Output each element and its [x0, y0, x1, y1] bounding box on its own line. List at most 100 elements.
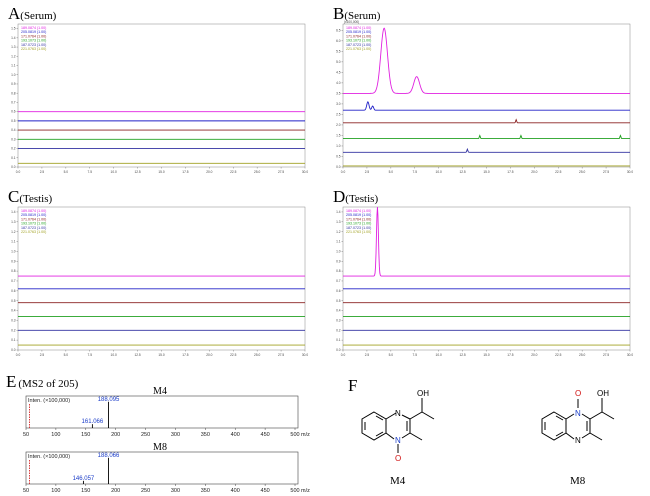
panel-letter-D: D(Testis)	[333, 187, 378, 206]
x-tick-label: 30.0	[627, 353, 633, 357]
y-tick-label: 1.3	[336, 220, 341, 224]
y-tick-label: 1.1	[336, 240, 341, 244]
y-tick-label: 0.5	[336, 299, 341, 303]
ms-peak-label: 161.066	[82, 419, 104, 425]
x-tick-label: 5.0	[64, 353, 69, 357]
x-tick-label: 22.5	[555, 353, 561, 357]
ms-xlabel-M8: m/z	[301, 488, 310, 494]
ms-x-tick-label: 350	[201, 488, 210, 494]
x-tick-label: 10.0	[111, 170, 117, 174]
y-tick-label: 0.6	[11, 110, 16, 114]
ms-intensity-label-M4: Inten. (×100,000)	[28, 398, 70, 404]
panel-letter-E: E (MS2 of 205)	[6, 372, 79, 391]
legend-entry: 189.0874 (1.00)	[346, 26, 371, 30]
x-tick-label: 2.5	[365, 170, 370, 174]
ms-title-M8: M8	[153, 442, 167, 453]
ms-x-tick-label: 200	[111, 488, 120, 494]
x-tick-label: 27.5	[278, 353, 284, 357]
y-tick-label: 1.3	[11, 45, 16, 49]
x-tick-label: 7.5	[88, 353, 93, 357]
y-tick-label: 0.9	[336, 259, 341, 263]
x-tick-label: 27.5	[278, 170, 284, 174]
ms-x-tick-label: 300	[171, 488, 180, 494]
legend-entry: 193.1073 (1.00)	[346, 39, 371, 43]
structure-m8	[541, 398, 615, 441]
y-tick-label: 0.0	[336, 348, 341, 352]
structure-m4	[361, 398, 435, 453]
x-tick-label: 0.0	[341, 170, 346, 174]
legend-entry: 187.0723 (1.00)	[346, 226, 371, 230]
ms-x-tick-label: 100	[51, 432, 60, 438]
y-tick-label: 3.5	[336, 91, 341, 95]
x-tick-label: 17.5	[507, 353, 513, 357]
ms-x-tick-label: 500	[290, 488, 299, 494]
x-tick-label: 20.0	[206, 353, 212, 357]
x-tick-label: 15.0	[158, 170, 164, 174]
x-tick-label: 25.0	[254, 353, 260, 357]
plot-frame-A	[17, 23, 306, 168]
ms-x-tick-label: 450	[261, 432, 270, 438]
legend-entry: 205.0819 (1.00)	[346, 30, 371, 34]
y-tick-label: 0.4	[11, 309, 16, 313]
panel-sub-D: (Testis)	[345, 193, 378, 205]
ms-x-tick-label: 50	[23, 488, 29, 494]
panel-sub-B: (Serum)	[344, 10, 380, 22]
m8-n-bottom: N	[575, 436, 581, 445]
y-tick-label: 1.1	[11, 64, 16, 68]
y-tick-label: 1.2	[11, 54, 16, 58]
x-tick-label: 12.5	[459, 353, 465, 357]
y-tick-label: 0.7	[11, 101, 16, 105]
y-tick-label: 0.3	[11, 319, 16, 323]
ms-x-tick-label: 400	[231, 488, 240, 494]
y-tick-label: 0.9	[11, 259, 16, 263]
y-tick-label: 5.5	[336, 49, 341, 53]
x-tick-label: 0.0	[16, 353, 21, 357]
trace-line	[343, 134, 630, 140]
y-tick-label: 1.5	[336, 134, 341, 138]
y-tick-label: 0.1	[11, 338, 16, 342]
panel-sub-C: (Testis)	[19, 193, 52, 205]
ms-peak-label: 146.057	[73, 476, 95, 482]
m4-n-bottom: N	[395, 436, 401, 445]
x-tick-label: 20.0	[206, 170, 212, 174]
x-tick-label: 7.5	[88, 170, 93, 174]
y-tick-label: 0.2	[11, 147, 16, 151]
x-tick-label: 15.0	[483, 353, 489, 357]
legend-entry: 171.0764 (1.00)	[346, 217, 371, 221]
chromatogram-B: B(Serum)(x100,000)0.0 2.5 5.0 7.5 10.0 12.5 15…	[333, 4, 633, 174]
m4-o-bottom: O	[395, 454, 401, 463]
ms-x-tick-label: 100	[51, 488, 60, 494]
ms-x-tick-label: 250	[141, 432, 150, 438]
x-tick-label: 15.0	[483, 170, 489, 174]
y-tick-label: 0.4	[336, 309, 341, 313]
x-tick-label: 25.0	[579, 353, 585, 357]
y-tick-label: 0.7	[11, 279, 16, 283]
ms-x-tick-label: 150	[81, 432, 90, 438]
legend-entry: 205.0819 (1.00)	[21, 213, 46, 217]
x-tick-label: 17.5	[507, 170, 513, 174]
legend-entry: 193.1073 (1.00)	[21, 39, 46, 43]
x-tick-label: 5.0	[389, 170, 394, 174]
plot-frame-C	[17, 206, 306, 351]
legend-entry: 189.0874 (1.00)	[346, 209, 371, 213]
legend-entry: 221.0763 (1.00)	[346, 230, 371, 234]
x-tick-label: 12.5	[459, 170, 465, 174]
ms-title-M4: M4	[153, 386, 167, 397]
x-tick-label: 15.0	[158, 353, 164, 357]
legend-entry: 187.0723 (1.00)	[346, 43, 371, 47]
chromatogram-A: A(Serum) 0.0 2.5 5.0 7.5 10.0 12.5 15.0 17.5 20.0…	[8, 4, 308, 174]
x-tick-label: 17.5	[182, 353, 188, 357]
x-tick-label: 22.5	[230, 353, 236, 357]
x-tick-label: 7.5	[413, 170, 418, 174]
x-tick-label: 25.0	[579, 170, 585, 174]
ms-x-tick-label: 300	[171, 432, 180, 438]
ms-x-tick-label: 350	[201, 432, 210, 438]
legend-entry: 221.0763 (1.00)	[346, 47, 371, 51]
m8-o-top: O	[575, 389, 581, 398]
legend-entry: 193.1073 (1.00)	[346, 222, 371, 226]
structures-F: F N N O OH M4	[348, 376, 615, 487]
y-tick-label: 4.0	[336, 81, 341, 85]
legend-entry: 189.0874 (1.00)	[21, 26, 46, 30]
y-tick-label: 1.0	[336, 144, 341, 148]
x-tick-label: 7.5	[413, 353, 418, 357]
